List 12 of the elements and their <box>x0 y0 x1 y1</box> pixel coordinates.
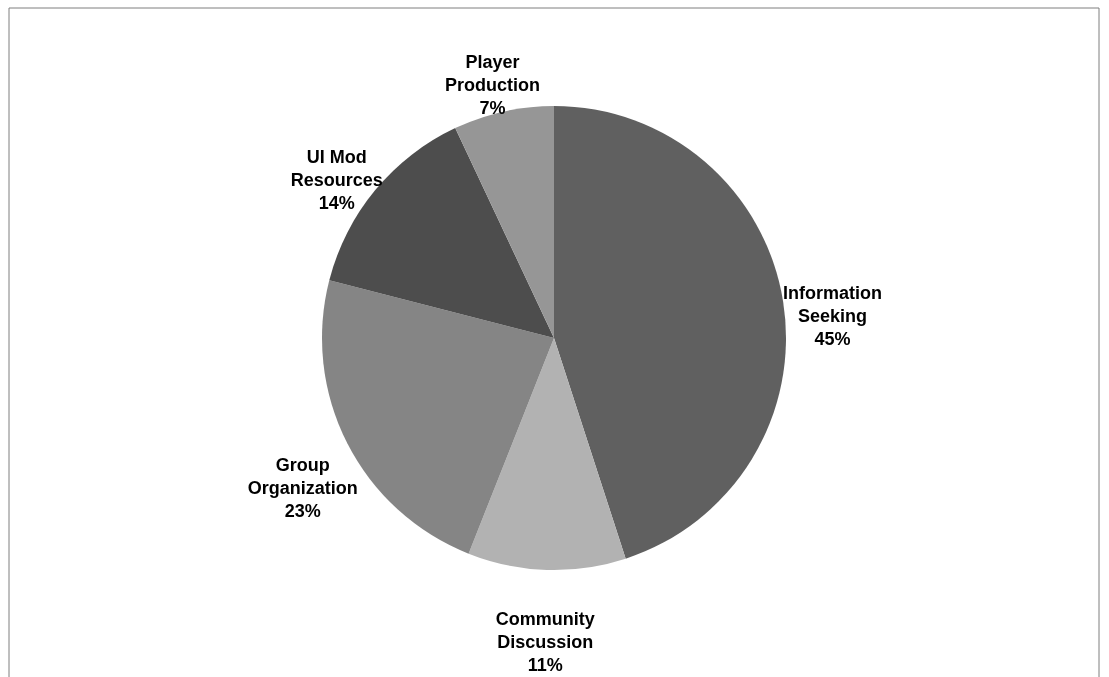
slice-label: Group Organization <box>247 455 358 499</box>
slice-label: UI Mod Resources <box>290 147 383 191</box>
data-label: 14% <box>318 193 355 214</box>
data-label: 11% <box>527 654 563 675</box>
slice-label: Community Discussion <box>495 608 595 652</box>
data-label: 45% <box>814 328 851 349</box>
data-label: 7% <box>479 97 506 118</box>
slice-label: Player Production <box>444 51 540 95</box>
data-label: 23% <box>284 501 321 522</box>
pie-slice <box>554 106 786 559</box>
slice-label: Information Seeking <box>783 282 883 326</box>
pie-slice <box>468 338 626 570</box>
